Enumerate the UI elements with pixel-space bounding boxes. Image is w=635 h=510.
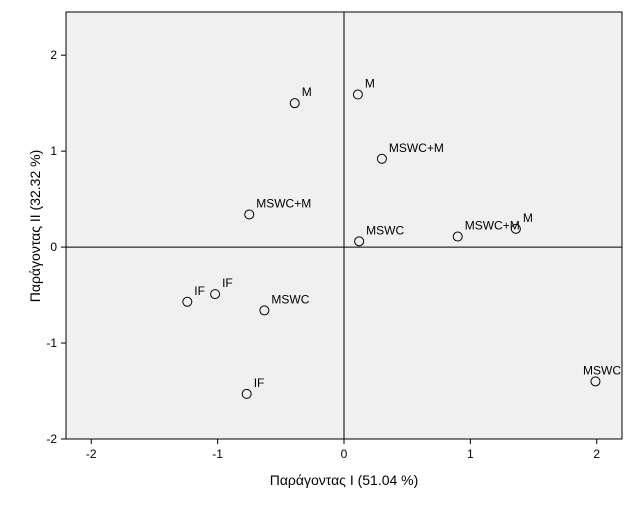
scatter-point <box>590 376 601 387</box>
scatter-point <box>352 89 363 100</box>
scatter-point <box>289 98 300 109</box>
y-tick-label: 0 <box>50 240 57 254</box>
scatter-point <box>510 223 521 234</box>
x-tick-label: -1 <box>212 447 223 461</box>
scatter-point <box>210 289 221 300</box>
point-label: M <box>365 77 375 91</box>
x-axis-title: Παράγοντας I (51.04 %) <box>270 472 419 488</box>
point-label: MSWC+M <box>465 219 520 233</box>
point-label: MSWC <box>366 223 404 237</box>
scatter-point <box>259 305 270 316</box>
x-tick-label: 0 <box>341 447 348 461</box>
y-tick-label: 2 <box>50 48 57 62</box>
point-label: MSWC+M <box>256 196 311 210</box>
x-tick-label: 1 <box>467 447 474 461</box>
point-label: M <box>523 211 533 225</box>
y-axis-ticks: -2 -1 0 1 2 <box>46 48 66 446</box>
point-label: IF <box>194 284 205 298</box>
point-label: MSWC+M <box>389 141 444 155</box>
point-label: IF <box>222 276 233 290</box>
y-tick-label: 1 <box>50 144 57 158</box>
scatter-point <box>452 231 463 242</box>
y-axis-title: Παράγοντας II (32.32 %) <box>27 150 43 302</box>
point-label: M <box>302 85 312 99</box>
x-axis-ticks: -2 -1 0 1 2 <box>86 439 600 461</box>
reference-lines <box>66 12 622 439</box>
scatter-point <box>182 296 193 307</box>
point-label: MSWC <box>271 292 309 306</box>
scatter-point <box>241 388 252 399</box>
scatter-point <box>354 236 365 247</box>
x-tick-label: 2 <box>593 447 600 461</box>
y-tick-label: -1 <box>46 336 57 350</box>
x-tick-label: -2 <box>86 447 97 461</box>
scatter-point <box>376 153 387 164</box>
point-label: IF <box>254 376 265 390</box>
point-label: MSWC <box>583 363 621 377</box>
y-tick-label: -2 <box>46 432 57 446</box>
scatter-point <box>244 209 255 220</box>
